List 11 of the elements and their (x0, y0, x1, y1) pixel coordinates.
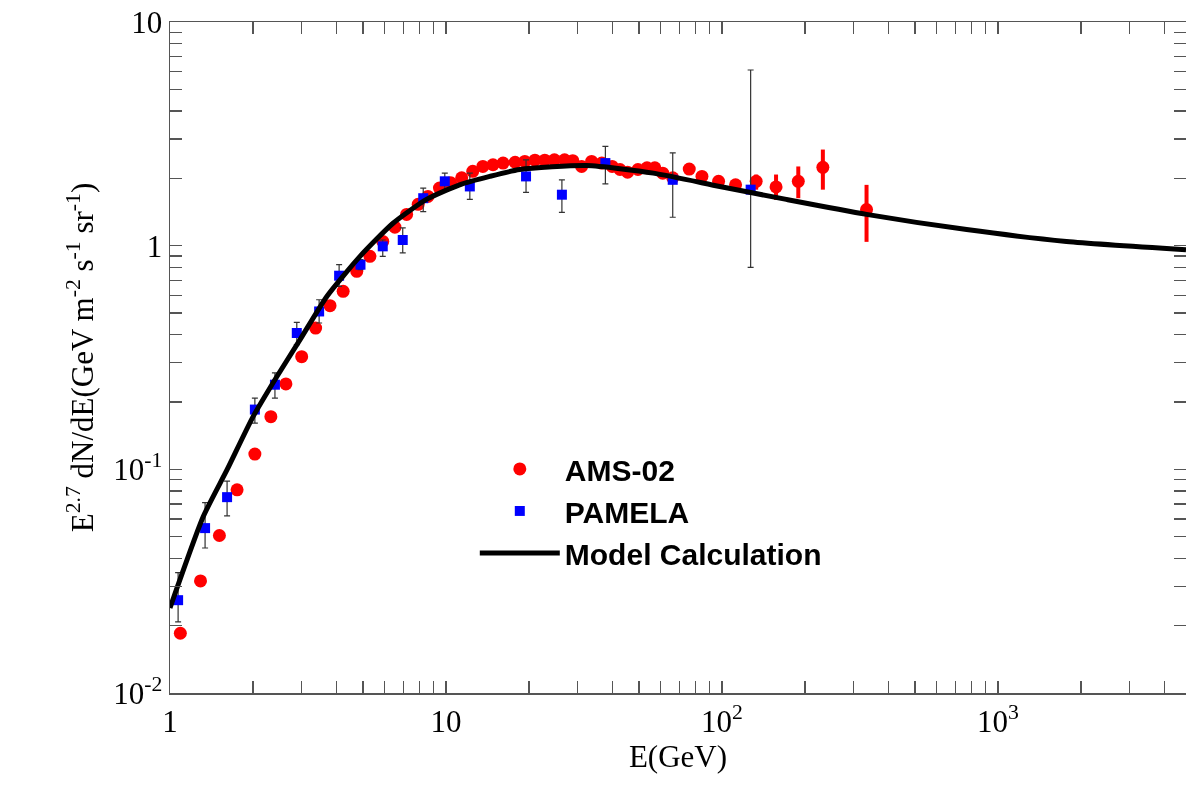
x-tick-label: 10$^{2}$ (701, 699, 743, 739)
legend-label: Model Calculation (564, 537, 822, 571)
y-tick-label: 10$^{-1}$ (113, 448, 163, 488)
legend-label: PAMELA (564, 495, 690, 529)
y-tick-label: 10 (131, 4, 163, 40)
x-axis-title: E(GeV) (628, 738, 728, 774)
y-tick-label: 1 (146, 228, 163, 264)
y-tick-label: 10$^{-2}$ (113, 671, 163, 711)
x-tick-label: 10$^{3}$ (977, 699, 1019, 739)
legend-label: AMS-02 (564, 453, 675, 487)
x-tick-label: 10 (430, 703, 462, 739)
